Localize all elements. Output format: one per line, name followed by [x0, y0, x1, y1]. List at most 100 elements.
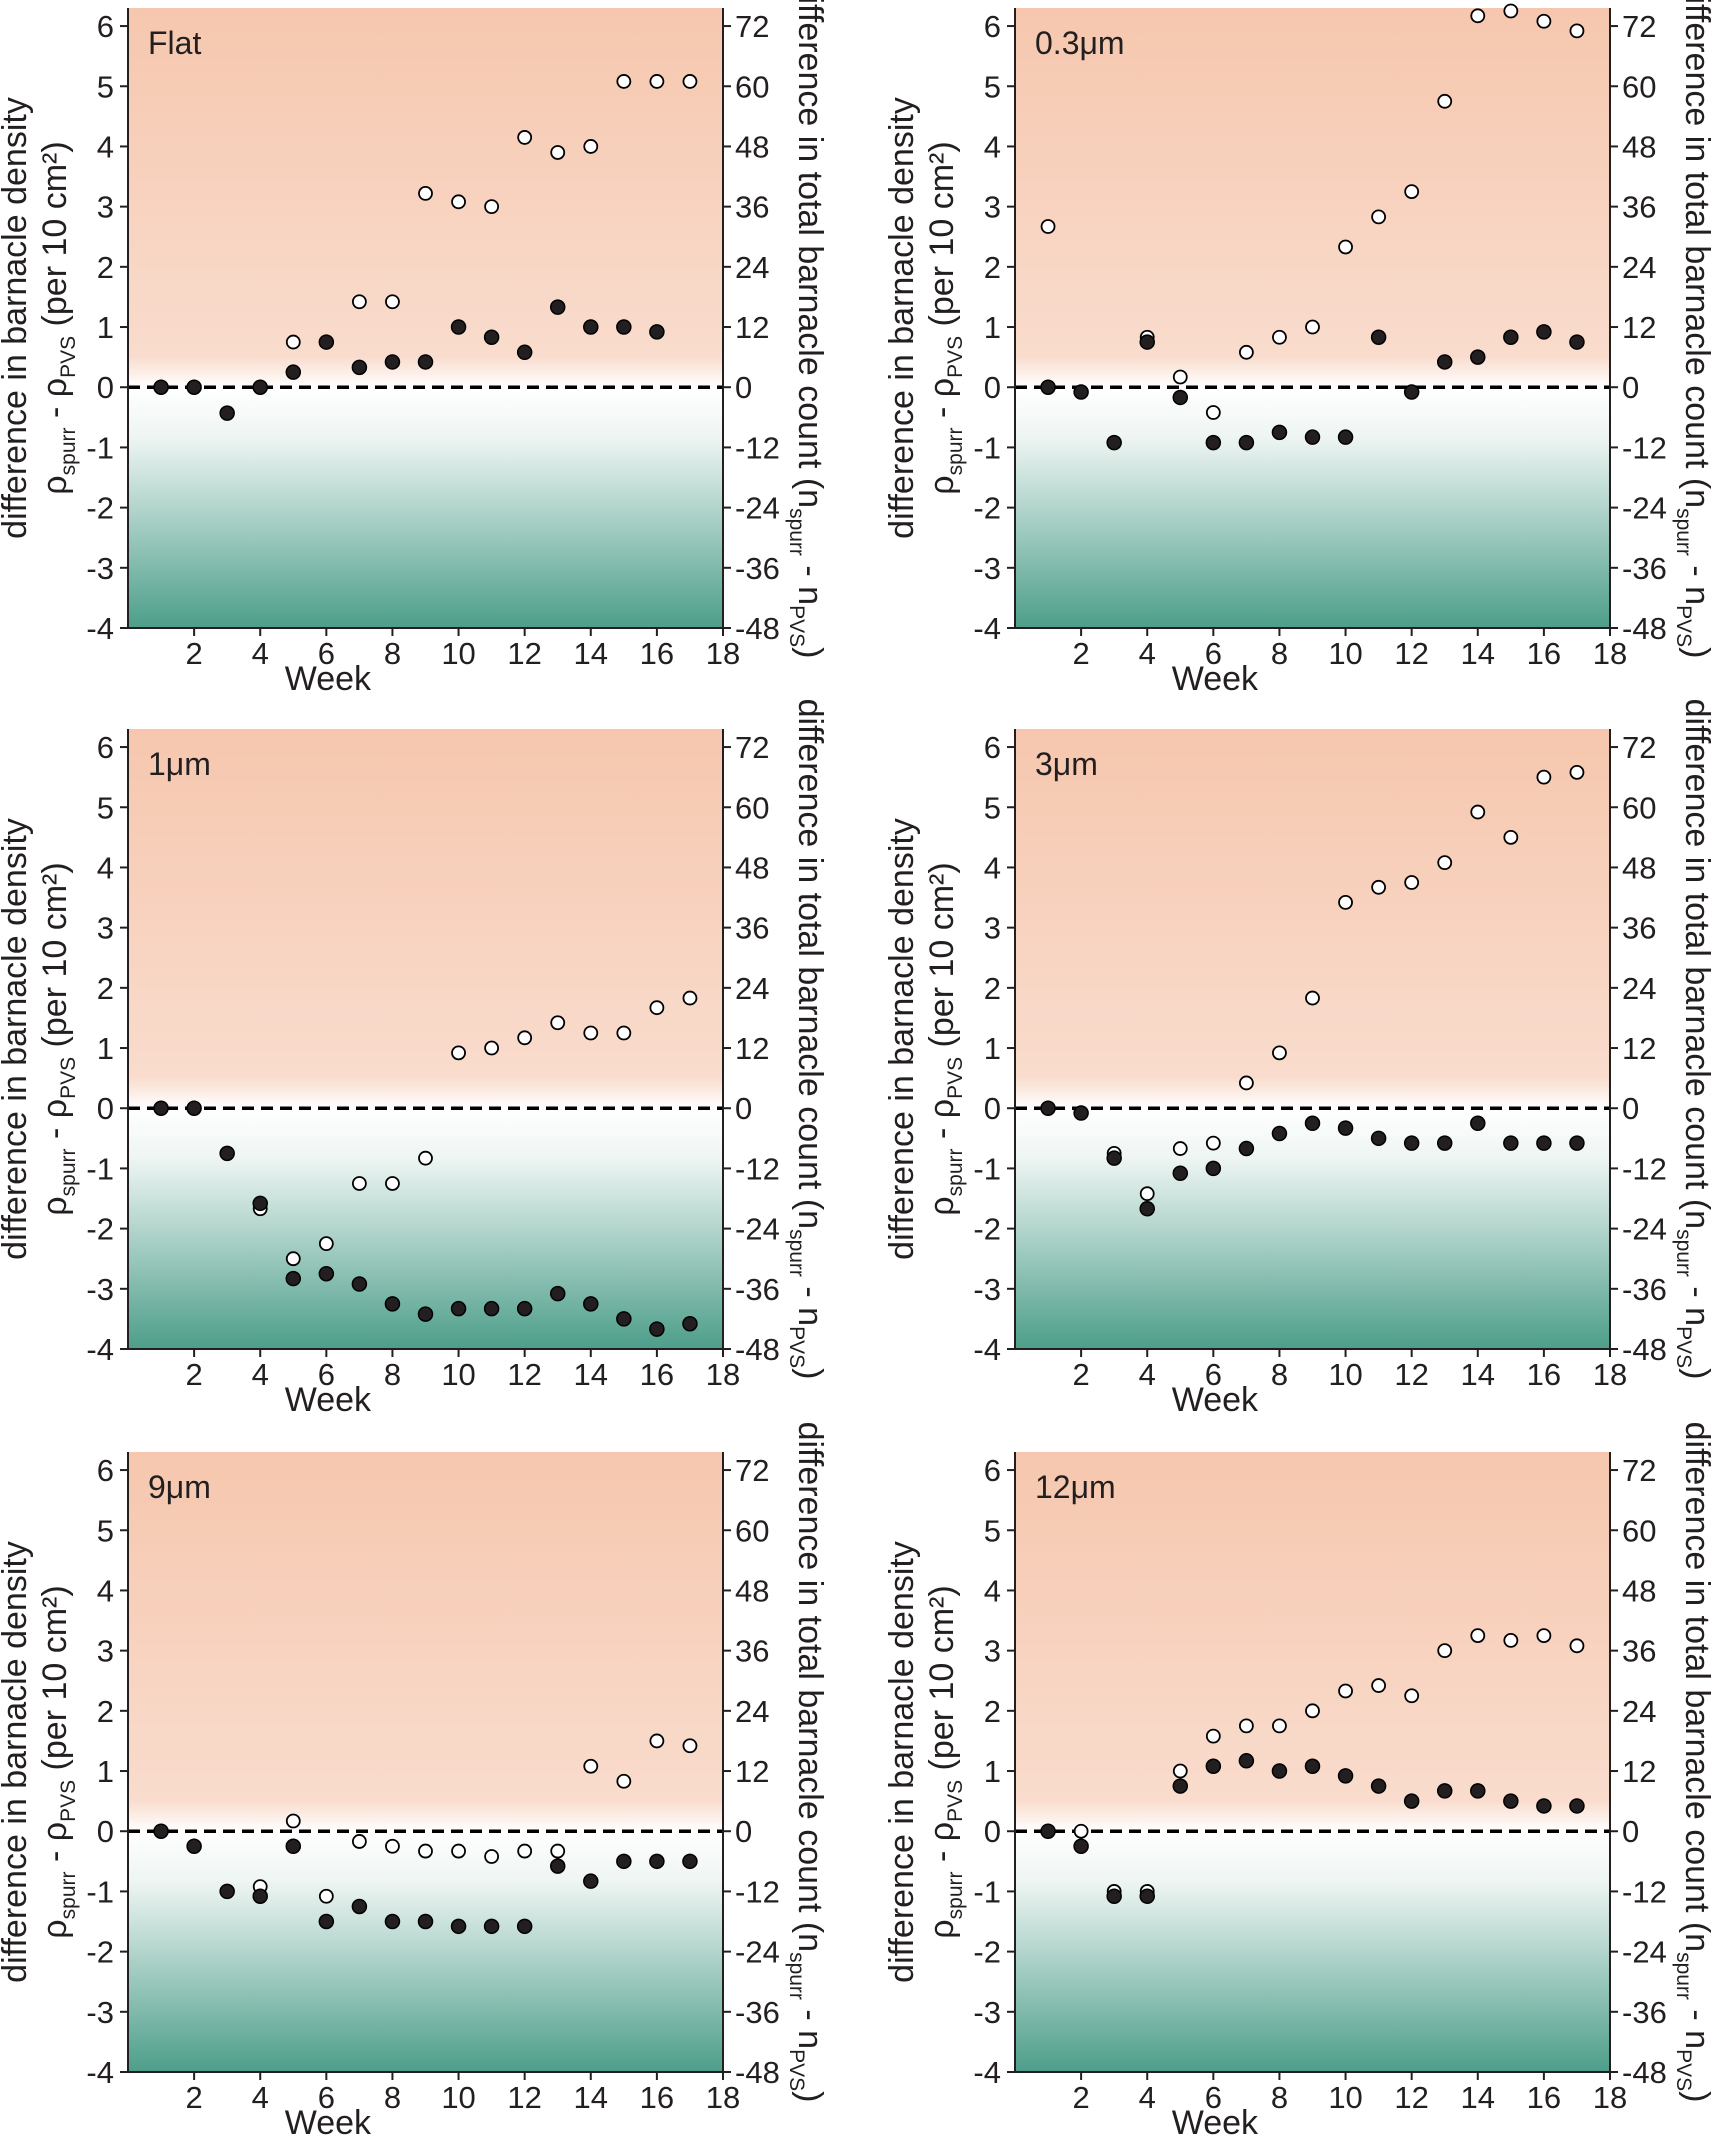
left-tick-label: -4	[86, 611, 114, 646]
open-point	[1536, 1628, 1552, 1643]
left-tick-label: 3	[97, 190, 114, 225]
x-tick-label: 8	[1271, 1357, 1288, 1392]
x-tick-label: 10	[441, 636, 475, 671]
x-axis-title: Week	[1172, 1381, 1259, 1419]
right-tick-label: -48	[735, 611, 780, 646]
filled-point	[583, 1296, 599, 1312]
x-axis-title: Week	[285, 1381, 372, 1419]
filled-point	[351, 1276, 368, 1292]
open-point	[550, 1843, 566, 1859]
filled-point	[1536, 324, 1552, 340]
filled-point	[1503, 1135, 1519, 1151]
x-tick-label: 2	[1072, 1357, 1089, 1392]
plot-background	[1015, 8, 1610, 628]
filled-point	[219, 405, 235, 421]
left-tick-label: -3	[973, 1272, 1001, 1307]
open-point	[616, 1025, 632, 1041]
x-tick-label: 2	[1072, 636, 1089, 671]
right-tick-label: -36	[1622, 1272, 1667, 1307]
open-point	[1205, 1728, 1221, 1744]
x-tick-label: 10	[1328, 636, 1362, 671]
filled-point	[450, 1300, 467, 1317]
right-tick-label: -48	[735, 2055, 780, 2090]
filled-point	[1536, 1135, 1552, 1151]
open-point	[1371, 209, 1387, 225]
open-point	[1437, 1643, 1453, 1659]
open-point	[484, 1849, 500, 1864]
left-tick-label: 4	[984, 1573, 1001, 1608]
open-point	[1238, 1075, 1254, 1091]
x-tick-label: 8	[1271, 2080, 1288, 2115]
panel-3: 6543210-1-2-3-47260483624120-12-24-36-48…	[883, 699, 1716, 1419]
filled-point	[153, 379, 169, 395]
right-tick-label: -12	[1622, 430, 1667, 465]
right-tick-label: 60	[1622, 1513, 1656, 1548]
left-axis-subtitle: ρspurr - ρPVS (per 10 cm²)	[36, 141, 80, 494]
x-tick-label: 2	[185, 1357, 202, 1392]
left-tick-label: 3	[984, 1634, 1001, 1669]
open-point	[616, 1773, 632, 1789]
panel-label: 3μm	[1035, 746, 1098, 782]
left-axis-subtitle: ρspurr - ρPVS (per 10 cm²)	[36, 1585, 80, 1938]
open-point	[1503, 829, 1519, 845]
right-tick-label: 60	[1622, 69, 1656, 104]
open-point	[451, 1843, 466, 1859]
right-tick-label: 0	[1622, 1814, 1639, 1849]
right-tick-label: 12	[1622, 1031, 1656, 1066]
right-tick-label: 24	[1622, 1694, 1656, 1729]
x-tick-label: 4	[252, 636, 269, 671]
x-tick-label: 8	[384, 1357, 401, 1392]
right-tick-label: 36	[1622, 1634, 1656, 1669]
left-tick-label: 0	[984, 1091, 1001, 1126]
right-tick-label: -24	[1622, 491, 1667, 526]
filled-point	[417, 1913, 434, 1930]
left-tick-label: 5	[984, 1513, 1001, 1548]
left-tick-label: 4	[984, 850, 1001, 885]
right-tick-label: 48	[1622, 1573, 1656, 1608]
right-tick-label: 48	[1622, 850, 1656, 885]
x-tick-label: 14	[574, 2080, 608, 2115]
left-tick-label: -4	[973, 2055, 1001, 2090]
x-tick-label: 4	[252, 2080, 269, 2115]
left-tick-label: -2	[86, 1935, 114, 1970]
left-tick-label: 3	[984, 190, 1001, 225]
filled-point	[1139, 1200, 1155, 1217]
right-tick-label: 24	[735, 971, 769, 1006]
filled-point	[1271, 424, 1288, 441]
open-point	[1272, 329, 1287, 345]
open-point	[1139, 1186, 1155, 1202]
x-tick-label: 16	[1527, 1357, 1561, 1392]
filled-point	[1403, 1793, 1420, 1809]
left-tick-label: 3	[97, 911, 114, 946]
open-point	[1338, 1683, 1353, 1699]
x-tick-label: 16	[1527, 2080, 1561, 2115]
left-axis-title: difference in barnacle density	[883, 1541, 921, 1983]
left-tick-label: -2	[86, 1212, 114, 1247]
x-tick-label: 14	[1461, 1357, 1495, 1392]
open-point	[1205, 405, 1221, 420]
left-tick-label: -1	[86, 1151, 114, 1186]
open-point	[1404, 184, 1420, 199]
x-tick-label: 12	[1394, 636, 1428, 671]
filled-point	[252, 1195, 268, 1212]
open-point	[351, 1176, 367, 1191]
filled-point	[1470, 1783, 1486, 1799]
open-point	[1569, 1638, 1585, 1654]
right-tick-label: -36	[1622, 1995, 1667, 2030]
filled-point	[318, 334, 335, 350]
open-point	[649, 74, 665, 89]
left-tick-label: -2	[973, 1212, 1001, 1247]
panel-label: Flat	[148, 25, 201, 61]
right-tick-label: 0	[735, 1091, 752, 1126]
x-tick-label: 6	[1205, 1357, 1222, 1392]
panel-0: 6543210-1-2-3-47260483624120-12-24-36-48…	[0, 0, 829, 698]
x-tick-label: 4	[1139, 2080, 1156, 2115]
panel-2: 6543210-1-2-3-47260483624120-12-24-36-48…	[0, 699, 829, 1419]
left-tick-label: 6	[97, 1453, 114, 1488]
filled-point	[483, 1918, 500, 1935]
filled-point	[1436, 354, 1453, 370]
filled-point	[1436, 1135, 1453, 1151]
left-tick-label: 4	[984, 129, 1001, 164]
right-tick-label: -12	[735, 1151, 780, 1186]
open-point	[285, 1813, 301, 1829]
